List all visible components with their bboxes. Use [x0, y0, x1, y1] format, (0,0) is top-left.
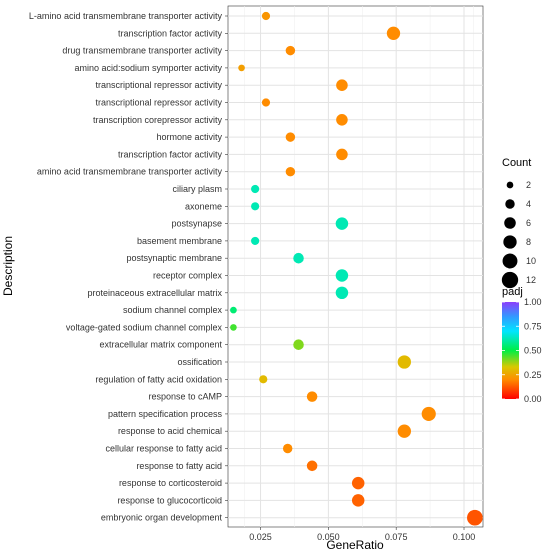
size-legend-label: 4 — [526, 199, 531, 209]
data-point — [251, 236, 260, 245]
data-points — [230, 11, 483, 526]
category-label: ossification — [177, 357, 222, 367]
category-label: embryonic organ development — [101, 513, 223, 523]
data-point — [261, 98, 271, 107]
category-label: postsynaptic membrane — [126, 253, 222, 263]
category-label: transcriptional repressor activity — [95, 98, 222, 108]
data-point — [259, 375, 268, 384]
category-label: sodium channel complex — [123, 305, 223, 315]
data-point — [336, 79, 348, 91]
size-legend-dot — [505, 199, 515, 209]
data-point — [251, 202, 260, 211]
x-axis-ticks: 0.025 0.050 0.075 0.100 — [249, 527, 475, 542]
data-point — [351, 494, 365, 507]
size-legend-label: 8 — [526, 237, 531, 247]
category-label: cellular response to fatty acid — [105, 444, 222, 454]
category-label: receptor complex — [153, 271, 223, 281]
color-legend-label: 0.75 — [524, 321, 542, 331]
size-legend: Count 2 4 6 8 10 12 — [501, 157, 536, 289]
size-legend-label: 12 — [526, 275, 536, 285]
category-label: regulation of fatty acid oxidation — [95, 374, 222, 384]
data-point — [285, 166, 296, 177]
category-label: response to glucocorticoid — [117, 495, 222, 505]
data-point — [421, 406, 436, 421]
x-tick-label: 0.050 — [317, 532, 340, 542]
data-point — [306, 460, 318, 472]
data-point — [285, 45, 296, 56]
data-point — [238, 64, 245, 72]
x-tick-label: 0.025 — [249, 532, 272, 542]
category-label: pattern specification process — [108, 409, 223, 419]
size-legend-title: Count — [502, 157, 531, 169]
y-axis-labels: L-amino acid transmembrane transporter a… — [29, 11, 228, 523]
color-legend-label: 0.00 — [524, 394, 542, 404]
data-point — [293, 252, 304, 264]
data-point — [351, 476, 365, 490]
color-legend-label: 1.00 — [524, 297, 542, 307]
data-point — [336, 148, 348, 161]
size-legend-dot — [504, 217, 516, 229]
category-label: postsynapse — [171, 219, 222, 229]
size-legend-label: 6 — [526, 218, 531, 228]
data-point — [230, 306, 237, 314]
data-point — [282, 443, 293, 454]
color-bar — [502, 302, 519, 399]
size-legend-dot — [502, 253, 518, 269]
plot-panel — [227, 5, 484, 528]
data-point — [336, 114, 348, 126]
data-point — [230, 324, 237, 331]
category-label: proteinaceous extracellular matrix — [87, 288, 222, 298]
size-legend-label: 2 — [526, 180, 531, 190]
category-label: transcription factor activity — [118, 149, 223, 159]
category-label: response to acid chemical — [118, 426, 222, 436]
color-legend: padj 1.00 0.75 0.50 0.25 0.00 — [502, 286, 542, 404]
data-point — [467, 509, 483, 526]
category-label: voltage-gated sodium channel complex — [66, 322, 223, 332]
color-legend-title: padj — [502, 286, 523, 298]
data-point — [386, 26, 401, 40]
x-tick-label: 0.075 — [385, 532, 408, 542]
data-point — [397, 355, 411, 369]
data-point — [335, 217, 349, 230]
category-label: amino acid transmembrane transporter act… — [37, 167, 223, 177]
category-label: response to fatty acid — [136, 461, 222, 471]
category-label: response to cAMP — [148, 392, 222, 402]
x-tick-label: 0.100 — [453, 532, 476, 542]
data-point — [306, 391, 318, 402]
category-label: transcriptional repressor activity — [95, 80, 222, 90]
data-point — [251, 184, 260, 194]
category-label: hormone activity — [156, 132, 222, 142]
category-label: drug transmembrane transporter activity — [62, 46, 222, 56]
data-point — [335, 269, 349, 282]
category-label: response to corticosteroid — [119, 478, 222, 488]
category-label: basement membrane — [137, 236, 222, 246]
size-legend-dot — [506, 181, 514, 189]
data-point — [335, 286, 349, 300]
category-label: transcription factor activity — [118, 28, 223, 38]
data-point — [285, 132, 296, 142]
category-label: transcription corepressor activity — [93, 115, 223, 125]
data-point — [293, 339, 304, 350]
category-label: ciliary plasm — [172, 184, 222, 194]
size-legend-label: 10 — [526, 256, 536, 266]
color-legend-label: 0.25 — [524, 370, 542, 380]
category-label: extracellular matrix component — [99, 340, 222, 350]
x-axis-title: GeneRatio — [326, 538, 384, 552]
y-axis-title: Description — [1, 236, 15, 296]
size-legend-dot — [501, 271, 519, 289]
category-label: amino acid:sodium symporter activity — [74, 63, 222, 73]
category-label: L-amino acid transmembrane transporter a… — [29, 11, 223, 21]
data-point — [261, 11, 271, 21]
color-legend-label: 0.50 — [524, 346, 542, 356]
size-legend-dot — [503, 235, 517, 249]
data-point — [397, 424, 411, 438]
category-label: axoneme — [185, 201, 222, 211]
